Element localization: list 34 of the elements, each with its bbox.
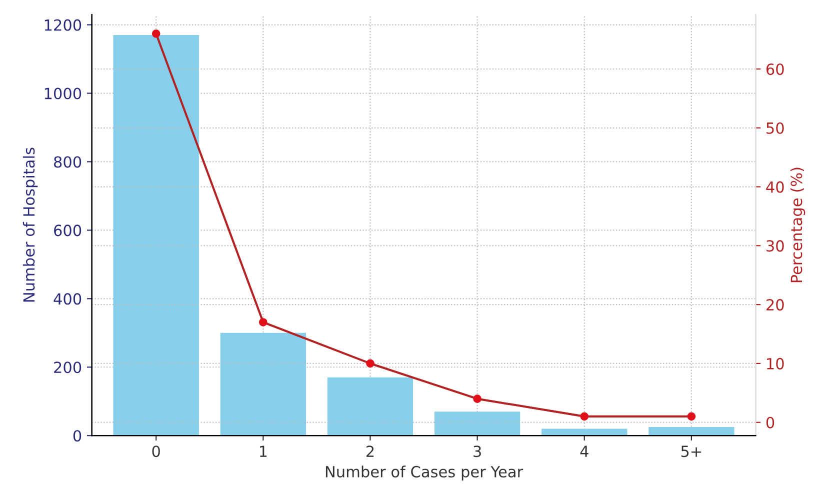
bar <box>434 412 520 436</box>
y2-tick-label: 50 <box>766 122 784 134</box>
y-tick-label: 800 <box>54 156 82 168</box>
point <box>473 394 482 403</box>
y-tick-label: 600 <box>54 224 82 236</box>
point <box>366 359 374 368</box>
x-axis-title: Number of Cases per Year <box>326 466 524 480</box>
y-tick-label: 1200 <box>44 19 82 31</box>
x-tick-label: 0 <box>152 446 160 458</box>
y2-tick-label: 20 <box>766 299 784 311</box>
x-tick-label: 4 <box>580 446 588 457</box>
x-tick-label: 5+ <box>681 446 702 458</box>
point <box>152 29 160 38</box>
x-tick-label: 2 <box>366 446 374 457</box>
point <box>687 412 696 421</box>
bar <box>113 35 199 436</box>
bar <box>648 427 734 436</box>
x-tick-label: 1 <box>260 446 267 457</box>
point <box>580 412 589 421</box>
y2-axis-title: Percentage (%) <box>790 168 806 282</box>
y2-tick-label: 30 <box>766 240 784 252</box>
x-tick-label: 3 <box>474 446 481 458</box>
y-tick-label: 0 <box>73 430 82 442</box>
point <box>258 318 268 326</box>
y-axis-title: Number of Hospitals <box>22 148 38 302</box>
y2-tick-label: 10 <box>767 358 784 370</box>
y-tick-label: 400 <box>54 293 82 305</box>
bar <box>327 377 414 436</box>
y2-tick-label: 60 <box>766 63 784 76</box>
y-tick-label: 200 <box>54 362 82 374</box>
y-tick-label: 1000 <box>44 88 82 100</box>
bar <box>220 332 306 436</box>
y2-tick-label: 40 <box>766 181 784 193</box>
y2-tick-label: 0 <box>766 416 774 428</box>
